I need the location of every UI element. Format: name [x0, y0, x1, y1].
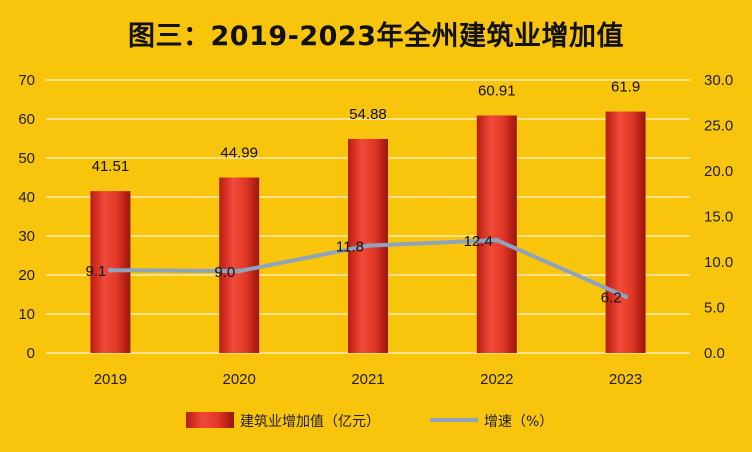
x-tick-label: 2019 [94, 371, 127, 388]
left-y-axis: 0 10 20 30 40 50 60 70 [18, 72, 35, 362]
right-y-axis: 0.0 5.0 10.0 15.0 20.0 25.0 30.0 [704, 72, 733, 362]
chart-title: 图三：2019-2023年全州建筑业增加值 [128, 21, 624, 52]
bar [605, 111, 646, 353]
legend-bar-label: 建筑业增加值（亿元） [240, 414, 380, 430]
right-tick-label: 10.0 [704, 254, 733, 271]
line-point [494, 237, 500, 243]
left-tick-label: 20 [18, 267, 35, 284]
left-tick-label: 60 [18, 111, 35, 128]
left-tick-label: 30 [18, 228, 35, 245]
x-tick-label: 2022 [480, 371, 513, 388]
line-value-label: 11.8 [336, 239, 364, 256]
right-tick-label: 30.0 [704, 72, 733, 89]
line-point [365, 243, 371, 249]
x-tick-label: 2020 [223, 371, 256, 388]
line-series: 9.1 9.0 11.8 12.4 6.2 [86, 233, 629, 307]
bar [476, 115, 517, 354]
line-value-label: 6.2 [601, 290, 622, 307]
right-tick-label: 15.0 [704, 209, 733, 226]
bar-series: 41.51 44.99 54.88 60.91 61.9 [90, 79, 646, 354]
right-tick-label: 5.0 [704, 300, 725, 317]
line-value-label: 9.0 [214, 264, 235, 281]
x-tick-label: 2023 [609, 371, 642, 388]
bar-value-label: 61.9 [611, 79, 640, 96]
line-point [623, 294, 629, 300]
line-value-label: 12.4 [464, 233, 493, 250]
right-tick-label: 0.0 [704, 345, 725, 362]
bar-value-label: 41.51 [92, 158, 130, 175]
x-tick-label: 2021 [351, 371, 384, 388]
bar-value-label: 44.99 [220, 145, 258, 162]
line-point [107, 267, 113, 273]
x-axis: 2019 2020 2021 2022 2023 [94, 371, 643, 388]
left-tick-label: 10 [18, 306, 35, 323]
bar-value-label: 54.88 [349, 106, 387, 123]
legend: 建筑业增加值（亿元） 增速（%） [186, 412, 553, 430]
bar-value-label: 60.91 [478, 82, 516, 99]
line-value-label: 9.1 [86, 263, 107, 280]
right-tick-label: 20.0 [704, 163, 733, 180]
left-tick-label: 40 [18, 189, 35, 206]
right-tick-label: 25.0 [704, 118, 733, 135]
left-tick-label: 70 [18, 72, 35, 89]
line-point [236, 268, 242, 274]
legend-bar-swatch [186, 412, 234, 428]
bar [219, 177, 260, 353]
legend-line-label: 增速（%） [484, 414, 553, 430]
left-tick-label: 0 [27, 345, 35, 362]
left-tick-label: 50 [18, 150, 35, 167]
